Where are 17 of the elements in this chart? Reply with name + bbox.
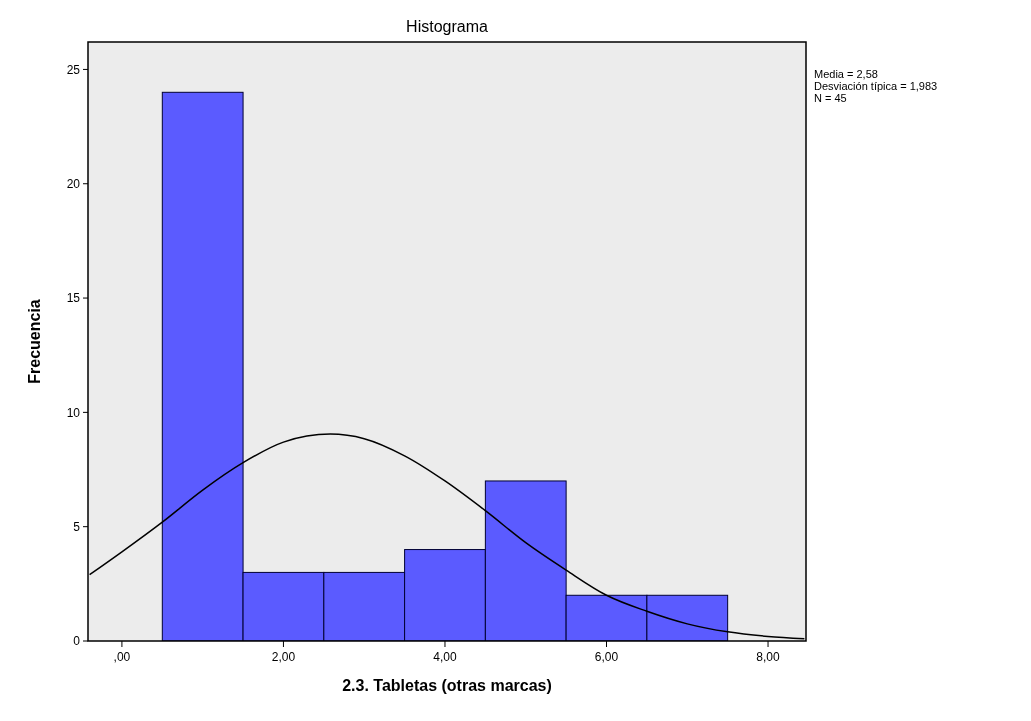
x-tick-label: 4,00 <box>433 650 457 664</box>
y-tick-label: 0 <box>73 634 81 649</box>
text: Media = 2,58 <box>814 68 878 80</box>
x-tick-label: 8,00 <box>756 650 781 664</box>
chart-title: Histograma <box>406 18 488 35</box>
x-tick-label: 6,00 <box>594 650 619 664</box>
y-tick-label: 10 <box>66 405 81 420</box>
x-axis-title: 2.3. Tabletas (otras marcas) <box>342 677 552 694</box>
y-axis-title: Frecuencia <box>26 299 43 384</box>
x-tick-label: 2,00 <box>271 650 296 664</box>
text: Desviación típica = 1,983 <box>814 80 938 92</box>
y-tick-label: 20 <box>66 176 81 191</box>
y-tick-label: 15 <box>66 291 81 306</box>
y-tick-label: 25 <box>66 62 81 77</box>
x-tick-label: ,00 <box>113 650 131 664</box>
y-tick-label: 5 <box>73 519 81 534</box>
text: N = 45 <box>814 92 847 104</box>
